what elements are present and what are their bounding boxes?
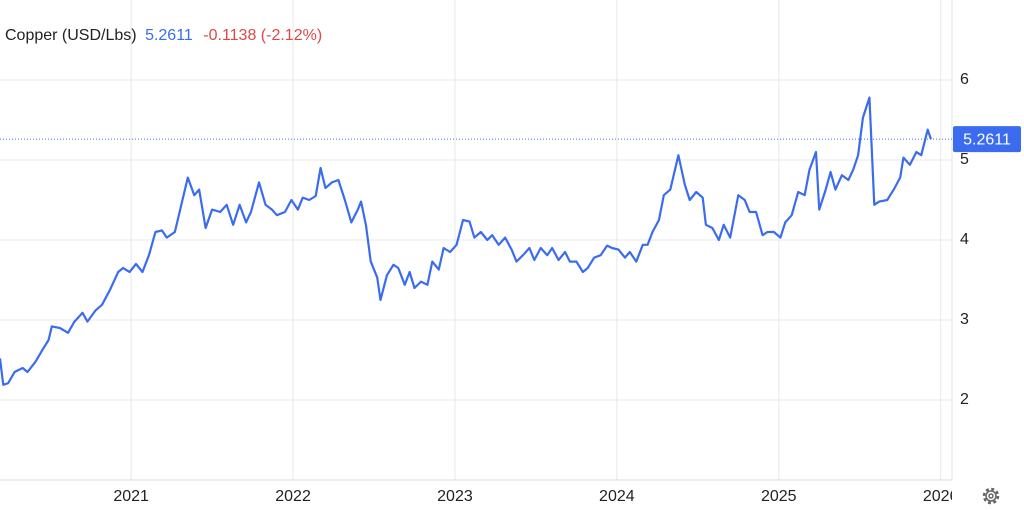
- last-price-badge: [953, 126, 1021, 153]
- y-tick-label: 5: [960, 151, 969, 168]
- instrument-name: Copper (USD/Lbs): [5, 27, 137, 44]
- x-tick-label: 2021: [113, 488, 149, 505]
- y-tick-label: 3: [960, 311, 969, 328]
- plot: [0, 96, 952, 386]
- x-tick-label: 2022: [275, 488, 311, 505]
- y-axis: 2 3 4 5 6: [960, 71, 969, 408]
- price-line: [0, 96, 932, 386]
- x-tick-label: 2026: [923, 488, 959, 505]
- last-price: 5.2611: [145, 27, 193, 44]
- x-tick-label: 2024: [599, 488, 635, 505]
- gear-teeth: [982, 487, 1000, 505]
- x-tick-label: 2023: [437, 488, 473, 505]
- y-tick-label: 6: [960, 71, 969, 88]
- y-tick-label: 4: [960, 231, 969, 248]
- x-axis: 2021 2022 2023 2024 2025 2026: [113, 488, 959, 505]
- gear-ring: [985, 490, 997, 502]
- gear-hub: [988, 493, 994, 499]
- settings-icon[interactable]: [982, 487, 1000, 505]
- header: Copper (USD/Lbs) 5.2611 -0.1138 (-2.12%): [5, 27, 322, 44]
- x-tick-label: 2025: [761, 488, 797, 505]
- y-tick-label: 2: [960, 391, 969, 408]
- grid: [0, 0, 952, 480]
- price-change: -0.1138 (-2.12%): [203, 27, 322, 44]
- last-price-label: 5.2611: [963, 131, 1011, 148]
